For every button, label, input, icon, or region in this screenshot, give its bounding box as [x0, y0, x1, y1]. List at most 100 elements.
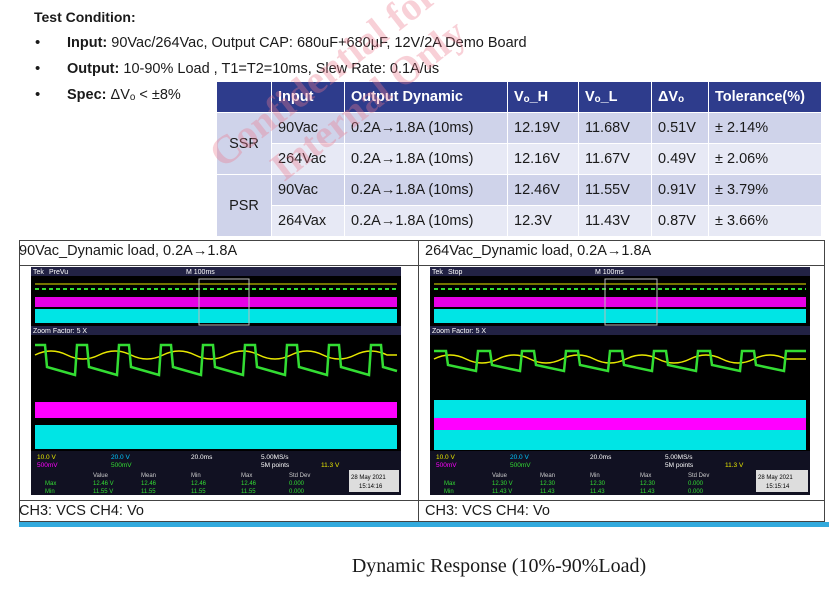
- stat-min-stddev: 0.000: [289, 489, 305, 495]
- trigger-level: 11.3 V: [321, 462, 340, 469]
- stat-max-max: 12.46: [241, 481, 257, 487]
- scope-top-bar: [430, 267, 810, 276]
- scope-top-bar: [31, 267, 401, 276]
- overview-trace-ch3: [434, 297, 806, 307]
- bullet-icon: •: [35, 34, 41, 51]
- waveform-frame: [19, 240, 825, 522]
- zoom-trace-ch2-lower: [434, 430, 806, 450]
- caption-text: Dynamic Response (10%-90%Load): [351, 555, 647, 577]
- panel-footer-264vac: CH3: VCS CH4: Vo: [425, 503, 550, 519]
- cell-vo-high: 12.19V: [507, 112, 579, 144]
- datetime-box: [756, 470, 808, 492]
- oscilloscope-screen-90vac: Tek PreVu M 100ms Zoom Factor: 5 X 10.0 …: [31, 267, 401, 495]
- zoom-factor: Zoom Factor: 5 X: [432, 328, 486, 335]
- zoom-trace-ch3: [35, 402, 397, 418]
- scope-date: 28 May 2021: [758, 475, 793, 481]
- figure-caption: Dynamic Response (10%-90%Load): [0, 555, 838, 578]
- scope-readout-panel: [430, 451, 810, 495]
- ch4-scale: 500mV: [510, 462, 531, 469]
- cell-output-dynamic: 0.2A→1.8A (10ms): [344, 174, 508, 206]
- cell-output-dynamic: 0.2A→1.8A (10ms): [344, 112, 508, 144]
- zoom-factor: Zoom Factor: 5 X: [33, 328, 87, 335]
- scope-top-time: M 100ms: [186, 269, 215, 276]
- stat-head-max: Max: [640, 473, 651, 479]
- panel-title-90vac: 90Vac_Dynamic load, 0.2A→1.8A: [19, 243, 238, 259]
- panel-footer-90vac: CH3: VCS CH4: Vo: [19, 503, 144, 519]
- table-row: SSR 90Vac 0.2A→1.8A (10ms) 12.19V 11.68V…: [217, 112, 822, 175]
- zoom-trace-ch2: [434, 400, 806, 418]
- condition-text: 10-90% Load , T1=T2=10ms, Slew Rate: 0.1…: [123, 61, 440, 77]
- stat-min-value: 11.43 V: [492, 489, 512, 495]
- condition-output: • Output: 10-90% Load , T1=T2=10ms, Slew …: [0, 58, 527, 84]
- condition-list: • Input: 90Vac/264Vac, Output CAP: 680uF+…: [0, 32, 527, 110]
- header-input: Input: [271, 82, 345, 113]
- stat-max-value: 12.30 V: [492, 481, 513, 487]
- stat-min-mean: 11.43: [540, 489, 555, 495]
- oscilloscope-plot-264vac: Tek Stop M 100ms Zoom Factor: 5 X 10.0 V…: [430, 267, 810, 495]
- zoom-trace-ch2: [35, 425, 397, 449]
- scope-mode: Stop: [448, 269, 463, 276]
- stat-min-max: 11.43: [640, 489, 655, 495]
- cell-input: 264Vax: [271, 205, 345, 236]
- stat-head-stddev: Std Dev: [289, 473, 310, 479]
- cell-tolerance: ± 3.66%: [708, 205, 822, 236]
- ch1-scale: 10.0 V: [436, 454, 455, 461]
- ch2-scale: 20.0 V: [510, 454, 529, 461]
- group-psr: PSR: [217, 174, 272, 236]
- ch4-scale: 500mV: [111, 462, 132, 469]
- cell-vo-high: 12.16V: [507, 143, 579, 175]
- scope-brand: Tek: [432, 269, 443, 276]
- condition-label: Spec:: [67, 87, 107, 103]
- record-points: 5M points: [665, 462, 694, 469]
- overview-trace-ch2: [35, 309, 397, 323]
- table-row: PSR 90Vac 0.2A→1.8A (10ms) 12.46V 11.55V…: [217, 174, 822, 236]
- stat-head-max: Max: [241, 473, 252, 479]
- test-condition-heading: Test Condition:: [34, 9, 136, 25]
- cell-vo-low: 11.55V: [578, 174, 652, 206]
- panel-divider: [418, 240, 419, 522]
- zoom-trace-ch1: [433, 354, 806, 364]
- bullet-icon: •: [35, 86, 41, 103]
- cell-output-dynamic: 0.2A→1.8A (10ms): [344, 143, 508, 175]
- ch3-scale: 500mV: [436, 462, 457, 469]
- accent-bar: [19, 522, 829, 527]
- stat-min-stddev: 0.000: [688, 489, 704, 495]
- overview-trace-ch2: [434, 309, 806, 323]
- stat-max-max: 12.30: [640, 481, 656, 487]
- stat-head-mean: Mean: [540, 473, 555, 479]
- stat-head-value: Value: [93, 473, 109, 479]
- header-tolerance: Tolerance(%): [708, 82, 822, 113]
- cell-vo-low: 11.68V: [578, 112, 652, 144]
- header-vo-low: Vₒ_L: [578, 82, 652, 113]
- table-row: 264Vac 0.2A→1.8A (10ms) 12.16V 11.67V 0.…: [217, 143, 822, 175]
- table-header-row: Input Output Dynamic Vₒ_H Vₒ_L ΔVₒ Toler…: [217, 82, 822, 113]
- cell-delta-vo: 0.91V: [651, 174, 709, 206]
- stat-head-min: Min: [590, 473, 600, 479]
- panel-title-264vac: 264Vac_Dynamic load, 0.2A→1.8A: [425, 243, 652, 259]
- scope-readout-panel: [31, 451, 401, 495]
- stat-max-mean: 12.46: [141, 481, 157, 487]
- cell-tolerance: ± 2.14%: [708, 112, 822, 144]
- cell-output-dynamic: 0.2A→1.8A (10ms): [344, 205, 508, 236]
- stat-head-value: Value: [492, 473, 508, 479]
- condition-text: 90Vac/264Vac, Output CAP: 680uF+680μF, 1…: [111, 35, 527, 51]
- record-points: 5M points: [261, 462, 290, 469]
- header-blank: [217, 82, 272, 113]
- ch3-scale: 500mV: [37, 462, 58, 469]
- results-table: Input Output Dynamic Vₒ_H Vₒ_L ΔVₒ Toler…: [217, 82, 822, 236]
- stat-max-label: Max: [45, 481, 56, 487]
- scope-top-time: M 100ms: [595, 269, 624, 276]
- header-vo-high: Vₒ_H: [507, 82, 579, 113]
- stat-min-value: 11.55 V: [93, 489, 113, 495]
- oscilloscope-plot-90vac: Tek PreVu M 100ms Zoom Factor: 5 X 10.0 …: [31, 267, 401, 495]
- cell-input: 264Vac: [271, 143, 345, 175]
- zoom-trace-ch4: [35, 343, 398, 377]
- condition-spec: • Spec: ΔVₒ < ±8%: [0, 84, 527, 110]
- zoom-window: [198, 278, 250, 326]
- scope-time: 15:14:16: [359, 484, 383, 490]
- zoom-trace-ch3: [434, 418, 806, 430]
- cell-input: 90Vac: [271, 174, 345, 206]
- header-output-dynamic: Output Dynamic: [344, 82, 508, 113]
- header-delta-vo: ΔVₒ: [651, 82, 709, 113]
- cell-vo-high: 12.46V: [507, 174, 579, 206]
